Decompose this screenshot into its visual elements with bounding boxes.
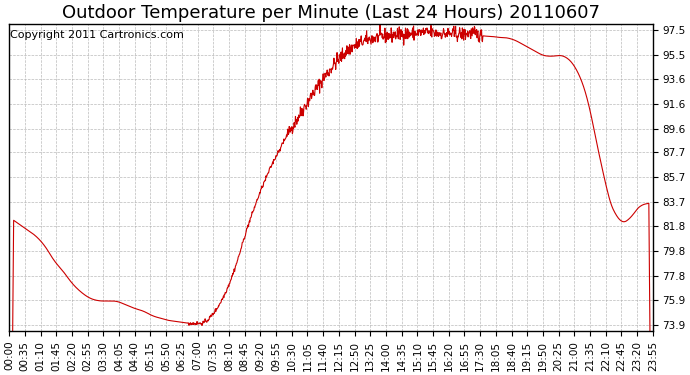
Text: Copyright 2011 Cartronics.com: Copyright 2011 Cartronics.com	[10, 30, 184, 40]
Title: Outdoor Temperature per Minute (Last 24 Hours) 20110607: Outdoor Temperature per Minute (Last 24 …	[62, 4, 600, 22]
